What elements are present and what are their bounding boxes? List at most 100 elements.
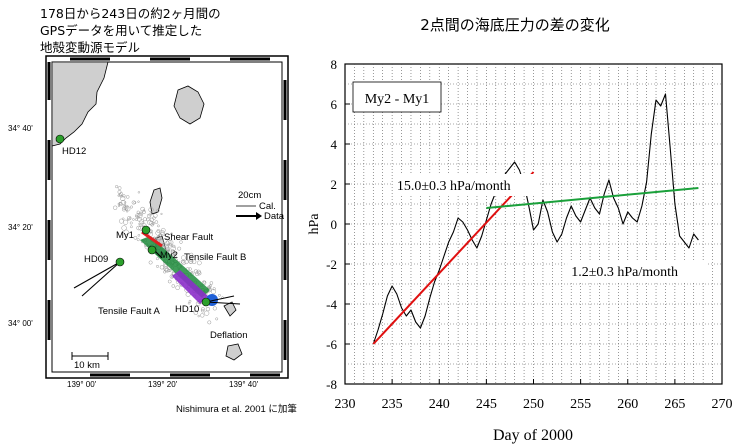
x-tick-label: 240 xyxy=(429,397,450,412)
earthquake-epicenter xyxy=(121,225,127,231)
earthquake-epicenter xyxy=(188,267,192,271)
earthquake-epicenter xyxy=(167,279,172,284)
map-credit: Nishimura et al. 2001 に加筆 xyxy=(176,403,297,415)
earthquake-epicenter xyxy=(122,205,127,210)
earthquake-epicenter xyxy=(117,186,122,190)
earthquake-epicenter xyxy=(171,284,176,288)
earthquake-epicenter xyxy=(155,230,161,236)
earthquake-epicenter xyxy=(193,269,199,274)
y-tick-label: -6 xyxy=(326,337,337,352)
y-tick-label: 4 xyxy=(331,137,338,152)
map-labels: HD12 HD09 HD10 My1 My2 Shear Fault Tensi… xyxy=(62,146,248,341)
earthquake-epicenter xyxy=(126,218,130,221)
label-my2: My2 xyxy=(160,250,178,261)
earthquake-epicenter xyxy=(202,280,206,284)
x-tick-label: 230 xyxy=(335,397,356,412)
miyake-island xyxy=(225,343,243,361)
y-tick-label: 6 xyxy=(331,97,338,112)
station-hd10-marker xyxy=(201,297,211,307)
label-tensile-fault-a: Tensile Fault A xyxy=(98,306,160,317)
x-tick-label: 260 xyxy=(617,397,638,412)
lat-tick-label: 34° 40' xyxy=(8,124,33,133)
earthquake-epicenter xyxy=(125,210,129,213)
earthquake-epicenter xyxy=(188,258,193,264)
earthquake-epicenter xyxy=(132,218,135,221)
earthquake-epicenter xyxy=(181,255,186,261)
legend-data-label: Data xyxy=(264,211,285,222)
earthquake-epicenter xyxy=(125,195,130,199)
x-tick-label: 265 xyxy=(664,397,685,412)
earthquake-epicenter xyxy=(156,264,159,268)
earthquake-epicenter xyxy=(209,281,214,285)
earthquake-epicenter xyxy=(165,240,170,246)
legend-scale: 20cm xyxy=(238,190,261,201)
legend-cal-label: Cal. xyxy=(259,201,276,212)
legend-data-arrowhead xyxy=(256,212,262,220)
lon-tick-label: 139° 40' xyxy=(229,380,259,389)
earthquake-epicenter xyxy=(167,249,171,253)
label-shear-fault: Shear Fault xyxy=(164,232,213,243)
earthquake-epicenter xyxy=(189,252,194,257)
x-axis-ticks: 230 235 240 245 250 255 260 265 270 xyxy=(335,379,732,412)
earthquake-epicenter xyxy=(164,268,170,273)
earthquake-epicenter xyxy=(193,310,199,315)
earthquake-epicenter xyxy=(164,245,170,251)
label-hd12: HD12 xyxy=(62,146,86,157)
map-legend: 20cm Cal. Data xyxy=(236,190,285,222)
earthquake-epicenter xyxy=(146,217,150,222)
earthquake-epicenter xyxy=(139,223,143,227)
y-axis-ticks: -8 -6 -4 -2 0 2 4 6 8 xyxy=(326,57,350,392)
station-my1-marker xyxy=(141,225,151,235)
scale-bar: 10 km xyxy=(71,352,109,371)
earthquake-epicenter xyxy=(170,249,175,254)
earthquake-epicenter xyxy=(148,207,154,213)
earthquake-epicenter xyxy=(113,205,118,210)
earthquake-epicenter xyxy=(120,195,126,202)
earthquake-epicenter xyxy=(117,194,120,197)
arrow-hd10-data xyxy=(205,295,235,303)
earthquake-epicenter xyxy=(156,208,160,213)
label-my1: My1 xyxy=(116,230,134,241)
arrow-hd09-cal xyxy=(81,261,121,297)
trend-line-slow xyxy=(486,187,699,209)
earthquake-epicenter xyxy=(139,219,145,224)
chart-grid xyxy=(345,64,722,384)
earthquake-epicenter xyxy=(208,284,212,288)
earthquake-epicenter xyxy=(175,285,180,290)
x-tick-label: 235 xyxy=(382,397,403,412)
earthquake-epicenter xyxy=(170,250,176,256)
earthquake-epicenter xyxy=(170,232,173,236)
x-tick-label: 255 xyxy=(570,397,591,412)
earthquake-epicenter xyxy=(135,214,138,218)
y-tick-label: 0 xyxy=(331,217,338,232)
oshima-island xyxy=(173,85,205,125)
lat-tick-label: 34° 20' xyxy=(8,223,33,232)
earthquake-epicenter xyxy=(118,201,122,205)
caption-line-1: 178日から243日の約2ヶ月間の xyxy=(40,6,221,21)
chart-annotations: 15.0±0.3 hPa/month 1.2±0.3 hPa/month xyxy=(392,174,707,282)
earthquake-epicenter xyxy=(168,239,174,246)
rate-annotation: 15.0±0.3 hPa/month xyxy=(397,179,511,194)
map-lon-ticks: 139° 00' 139° 20' 139° 40' xyxy=(67,380,259,389)
earthquake-epicenter xyxy=(188,299,192,303)
station-hd09-marker xyxy=(115,257,125,267)
earthquake-epicenter xyxy=(156,235,162,241)
earthquake-epicenter xyxy=(143,217,147,222)
earthquake-epicenter xyxy=(121,217,125,221)
earthquake-epicenter xyxy=(137,234,141,237)
arrow-hd10-cal xyxy=(205,301,241,305)
earthquake-epicenter xyxy=(204,310,210,316)
earthquake-epicenter xyxy=(189,259,193,262)
earthquake-epicenter xyxy=(133,201,137,205)
x-tick-label: 245 xyxy=(476,397,497,412)
rate-annotation-box xyxy=(567,260,707,282)
earthquake-epicenter xyxy=(129,221,133,225)
earthquake-epicenter xyxy=(136,225,141,231)
earthquake-epicenter xyxy=(215,317,219,321)
map-caption: 178日から243日の約2ヶ月間の GPSデータを用いて推定した 地殻変動源モデ… xyxy=(40,6,221,55)
station-my2-marker xyxy=(147,245,157,255)
label-tensile-fault-b: Tensile Fault B xyxy=(184,252,246,263)
earthquake-epicenter xyxy=(155,257,159,261)
earthquake-epicenter xyxy=(123,219,129,225)
